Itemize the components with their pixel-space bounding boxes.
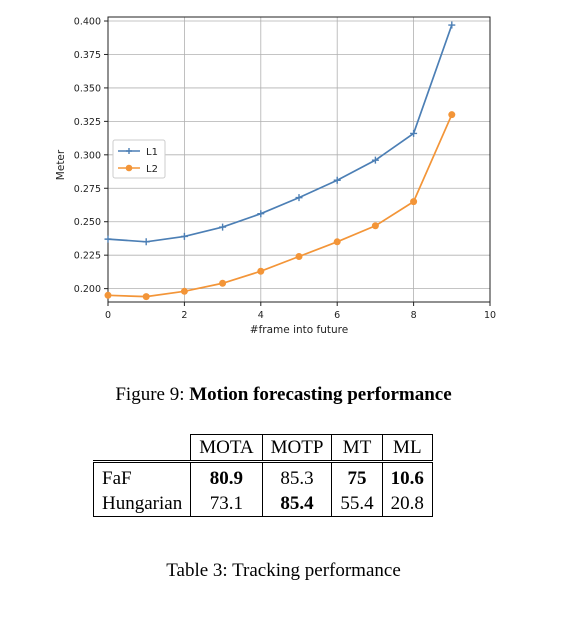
- value-cell: 55.4: [331, 491, 383, 517]
- tracking-performance-table: MOTA MOTP MT ML FaF 80.9 85.3 75 10.6 Hu…: [92, 434, 433, 517]
- data-point-l1: [448, 21, 456, 29]
- x-tick-label: 2: [181, 310, 187, 321]
- value-cell: 85.4: [261, 491, 333, 517]
- data-point-l2: [257, 267, 265, 275]
- header-mt: MT: [331, 434, 383, 462]
- data-point-l1: [142, 238, 150, 246]
- data-point-l2: [371, 222, 379, 230]
- y-tick-label: 0.400: [74, 17, 101, 28]
- motion-forecasting-chart: 0 2 4 6 8 10 0.200 0.225 0.250 0.275 0.300 0.325 0.3…: [55, 16, 496, 336]
- header-ml: ML: [381, 434, 433, 462]
- chart-series: [104, 21, 456, 301]
- x-tick-label: 0: [105, 310, 111, 321]
- data-point-l1: [295, 194, 303, 202]
- data-point-l1: [410, 129, 418, 137]
- y-tick-label: 0.225: [74, 251, 101, 262]
- table-header-row: MOTA MOTP MT ML: [93, 434, 433, 462]
- y-axis-label: Meter: [55, 149, 67, 180]
- data-point-l1: [371, 156, 379, 164]
- y-tick-label: 0.350: [74, 83, 101, 94]
- legend-entry-l1: L1: [118, 147, 158, 158]
- series-line-l1: [107, 24, 453, 243]
- y-tick-label: 0.300: [74, 150, 101, 161]
- plot-frame: [107, 16, 491, 303]
- data-point-l1: [104, 235, 112, 243]
- value-cell: 20.8: [381, 491, 433, 517]
- x-tick-label: 10: [484, 310, 496, 321]
- chart-axes: 0 2 4 6 8 10 0.200 0.225 0.250 0.275 0.300 0.325 0.3…: [74, 16, 496, 321]
- data-point-l2: [295, 253, 303, 261]
- figure-caption-label: Figure 9:: [115, 384, 185, 405]
- x-axis-label: #frame into future: [250, 324, 348, 336]
- data-point-l2: [180, 287, 188, 295]
- y-tick-label: 0.325: [74, 117, 101, 128]
- table-caption: Table 3: Tracking performance: [166, 560, 401, 581]
- y-tick-label: 0.200: [74, 284, 101, 295]
- legend-label-l2: L2: [146, 164, 158, 175]
- value-cell: 80.9: [190, 461, 263, 491]
- value-cell: 75: [331, 461, 383, 491]
- figure-caption: Figure 9: Motion forecasting performance: [0, 384, 567, 406]
- header-motp: MOTP: [261, 434, 333, 462]
- table-row: FaF 80.9 85.3 75 10.6: [92, 461, 433, 491]
- header-mota: MOTA: [190, 434, 263, 462]
- data-point-l1: [333, 176, 341, 184]
- x-tick-label: 8: [411, 310, 417, 321]
- legend-label-l1: L1: [146, 147, 158, 158]
- value-cell: 85.3: [261, 461, 333, 491]
- data-point-l2: [219, 279, 227, 287]
- x-tick-label: 4: [258, 310, 264, 321]
- data-point-l2: [333, 238, 341, 246]
- method-cell: FaF: [92, 461, 192, 491]
- data-point-l2: [410, 198, 418, 206]
- value-cell: 73.1: [190, 491, 263, 517]
- y-tick-label: 0.375: [74, 50, 101, 61]
- data-point-l1: [257, 210, 265, 218]
- table-row: Hungarian 73.1 85.4 55.4 20.8: [92, 491, 433, 517]
- chart-legend: L1 L2: [112, 139, 166, 179]
- data-point-l2: [104, 291, 112, 299]
- figure-caption-title: Motion forecasting performance: [189, 384, 452, 405]
- value-cell: 10.6: [381, 461, 433, 491]
- data-point-l1: [180, 232, 188, 240]
- y-tick-label: 0.250: [74, 217, 101, 228]
- method-cell: Hungarian: [92, 491, 192, 517]
- x-tick-label: 6: [334, 310, 340, 321]
- table-corner-cell: [94, 435, 191, 462]
- series-line-l2: [107, 114, 453, 298]
- data-point-l2: [448, 111, 456, 119]
- legend-entry-l2: L2: [118, 164, 158, 175]
- y-tick-label: 0.275: [74, 184, 101, 195]
- data-point-l2: [142, 293, 150, 301]
- data-point-l1: [219, 223, 227, 231]
